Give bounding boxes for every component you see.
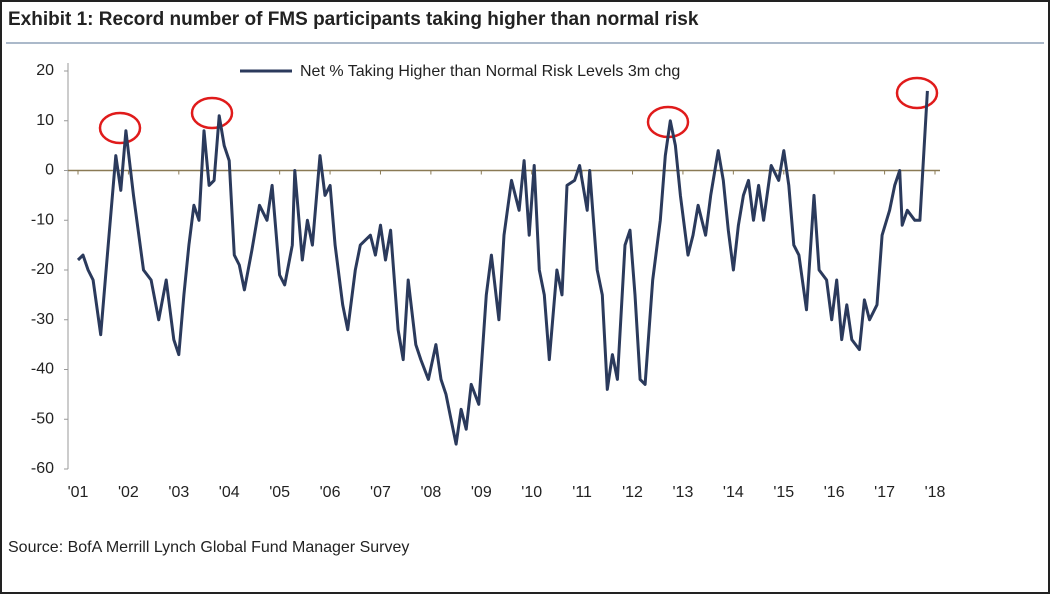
x-tick-label: '07 [370, 484, 391, 501]
x-tick-label: '05 [269, 484, 290, 501]
x-tick-label: '10 [521, 484, 542, 501]
x-tick-label: '13 [673, 484, 694, 501]
x-tick-label: '09 [471, 484, 492, 501]
x-tick-label: '06 [320, 484, 341, 501]
x-tick-label: '01 [68, 484, 89, 501]
x-tick-label: '11 [572, 484, 592, 501]
x-tick-label: '03 [168, 484, 189, 501]
x-tick-label: '15 [773, 484, 794, 501]
series-line [76, 90, 929, 446]
chart-title: Exhibit 1: Record number of FMS particip… [8, 9, 699, 30]
x-tick-label: '02 [118, 484, 139, 501]
x-tick-label: '04 [219, 484, 240, 501]
y-tick-label: -60 [31, 460, 54, 477]
y-tick-label: 20 [36, 62, 54, 79]
legend-label: Net % Taking Higher than Normal Risk Lev… [300, 63, 680, 80]
highlight-circle [98, 111, 142, 145]
y-tick-label: -10 [31, 211, 54, 228]
highlight-circles [98, 76, 939, 145]
x-tick-label: '16 [824, 484, 845, 501]
x-tick-label: '14 [723, 484, 744, 501]
y-tick-label: -30 [31, 311, 54, 328]
y-tick-label: -50 [31, 410, 54, 427]
source-note: Source: BofA Merrill Lynch Global Fund M… [8, 539, 409, 556]
x-tick-label: '08 [420, 484, 441, 501]
y-tick-label: 0 [45, 162, 54, 179]
y-tick-label: -40 [31, 361, 54, 378]
x-tick-label: '12 [622, 484, 643, 501]
highlight-circle [190, 96, 234, 130]
x-tick-label: '18 [925, 484, 946, 501]
y-tick-label: -20 [31, 261, 54, 278]
y-tick-label: 10 [36, 112, 54, 129]
x-tick-label: '17 [874, 484, 895, 501]
highlight-circle [895, 76, 939, 110]
